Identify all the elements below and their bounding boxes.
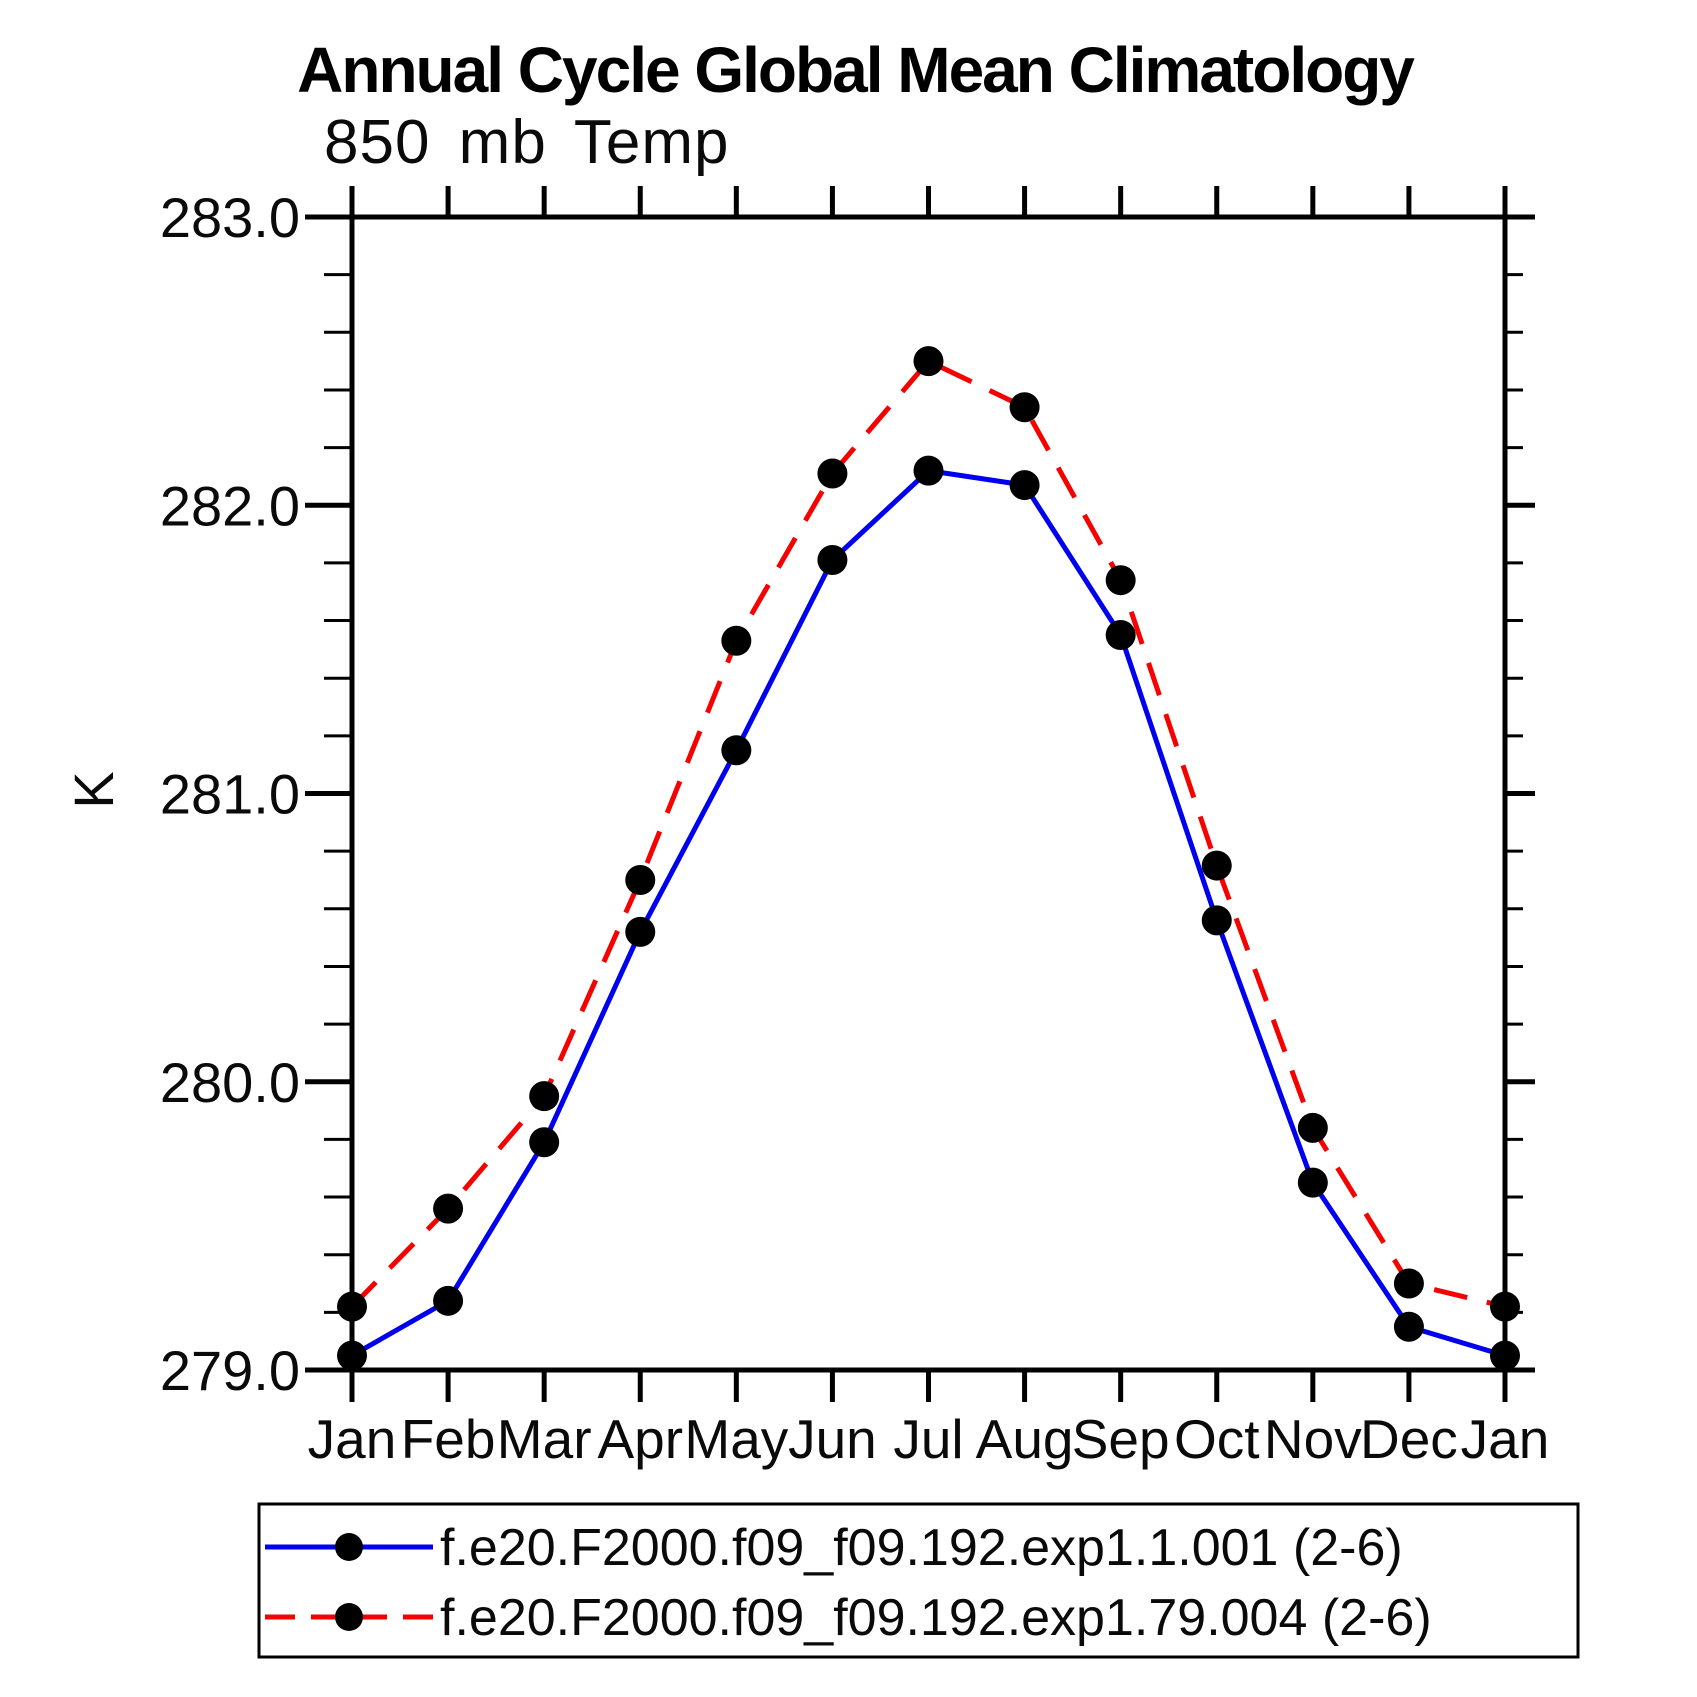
legend-item: f.e20.F2000.f09_f09.192.exp1.79.004 (2-6… <box>265 1589 1432 1647</box>
x-tick-label: Sep <box>1072 1408 1170 1470</box>
legend-item: f.e20.F2000.f09_f09.192.exp1.1.001 (2-6) <box>265 1519 1403 1577</box>
legend-box <box>257 1502 1580 1659</box>
data-point-marker <box>1393 1268 1424 1299</box>
data-point-marker <box>1297 1112 1328 1143</box>
x-tick-label: Mar <box>497 1408 592 1470</box>
x-tick-label: Feb <box>401 1408 496 1470</box>
chart-subtitle: 850 mb Temp <box>324 108 730 177</box>
chart-title: Annual Cycle Global Mean Climatology <box>297 34 1415 106</box>
data-point-marker <box>1297 1167 1328 1198</box>
data-point-marker <box>529 1081 560 1112</box>
x-tick-label: Jan <box>308 1408 397 1470</box>
x-tick-label: Jan <box>1461 1408 1550 1470</box>
data-point-marker <box>1009 392 1040 423</box>
x-tick-label: Oct <box>1174 1408 1260 1470</box>
data-point-marker <box>433 1193 464 1224</box>
x-tick-label: Jun <box>788 1408 877 1470</box>
x-tick-label: May <box>684 1408 788 1470</box>
series-layer <box>337 346 1520 1371</box>
y-tick-label: 280.0 <box>160 1051 300 1114</box>
legend-marker-dot <box>335 1603 363 1631</box>
data-point-marker <box>1201 850 1232 881</box>
x-tick-label: Dec <box>1360 1408 1458 1470</box>
data-point-marker <box>625 916 656 947</box>
data-point-marker <box>1201 905 1232 936</box>
data-point-marker <box>913 455 944 486</box>
data-point-marker <box>625 864 656 895</box>
legend: f.e20.F2000.f09_f09.192.exp1.1.001 (2-6)… <box>257 1502 1580 1659</box>
y-tick-label: 279.0 <box>160 1339 300 1402</box>
data-point-marker <box>433 1285 464 1316</box>
y-tick-label: 282.0 <box>160 474 300 537</box>
x-tick-label: Aug <box>976 1408 1074 1470</box>
data-point-marker <box>1009 470 1040 501</box>
data-point-marker <box>817 545 848 576</box>
x-tick-label: Nov <box>1264 1408 1362 1470</box>
data-point-marker <box>529 1127 560 1158</box>
legend-label: f.e20.F2000.f09_f09.192.exp1.1.001 (2-6) <box>440 1519 1403 1577</box>
x-tick-label: Apr <box>597 1408 683 1470</box>
x-tick-label: Jul <box>893 1408 963 1470</box>
data-point-marker <box>1105 565 1136 596</box>
legend-label: f.e20.F2000.f09_f09.192.exp1.79.004 (2-6… <box>440 1589 1432 1647</box>
series-line-0 <box>350 468 1506 1358</box>
series-line-1 <box>350 358 1506 1310</box>
y-tick-label: 283.0 <box>160 186 300 249</box>
data-point-marker <box>1105 619 1136 650</box>
data-point-marker <box>817 458 848 489</box>
legend-marker-dot <box>335 1533 363 1561</box>
data-point-marker <box>1393 1311 1424 1342</box>
y-tick-label: 281.0 <box>160 763 300 826</box>
data-point-marker <box>721 735 752 766</box>
data-point-marker <box>913 346 944 377</box>
y-axis-title: K <box>62 771 125 808</box>
plot-frame <box>349 214 1508 1373</box>
data-point-marker <box>721 625 752 656</box>
